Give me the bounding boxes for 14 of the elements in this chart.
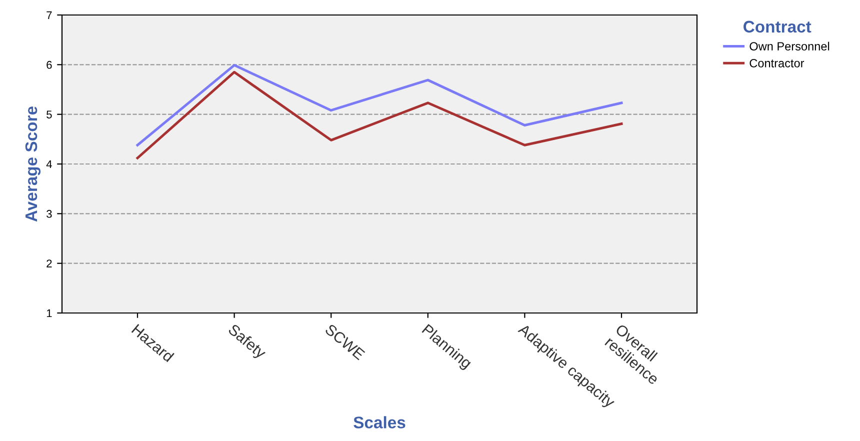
line-series — [136, 64, 623, 146]
legend-label: Own Personnel — [750, 42, 830, 50]
x-axis-title: Scales — [354, 416, 406, 428]
y-tick-label: 2 — [46, 260, 52, 268]
legend-title: Contract — [744, 20, 812, 33]
line-series — [136, 70, 623, 160]
y-tick-label: 4 — [46, 160, 52, 168]
y-tick-label: 6 — [46, 60, 52, 69]
y-tick-label: 7 — [46, 11, 52, 20]
y-tick-label: 1 — [46, 309, 52, 318]
legend-label: Contractor — [750, 59, 804, 68]
y-axis-title: Average Score — [25, 106, 41, 222]
y-tick-label: 5 — [46, 110, 52, 118]
y-tick-label: 3 — [46, 210, 52, 218]
